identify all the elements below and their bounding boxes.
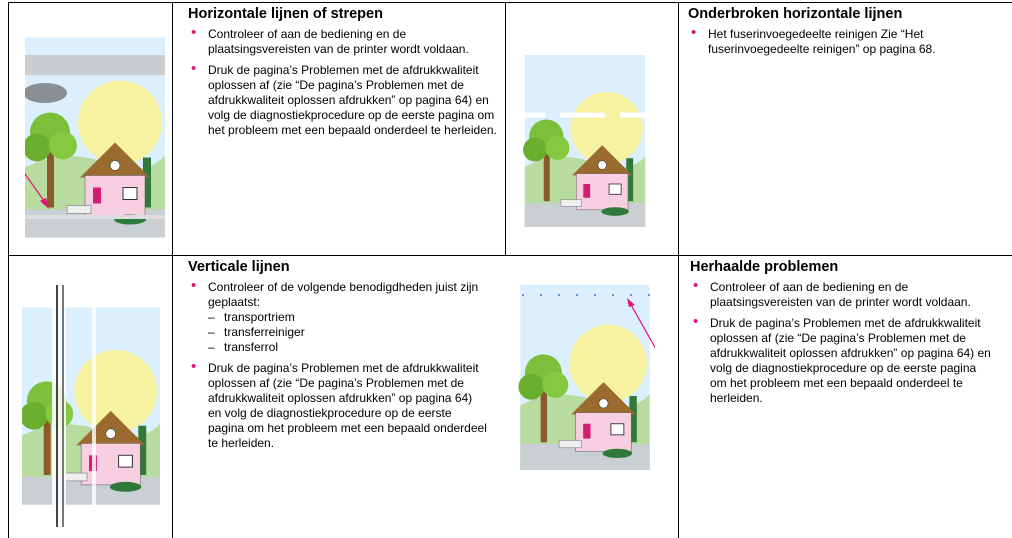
- table-border: [172, 2, 173, 538]
- bullet-item: Het fuserinvoegedeelte reinigen Zie “Het…: [688, 25, 988, 57]
- bullet-text: Druk de pagina’s Problemen met de afdruk…: [208, 63, 497, 137]
- example-image: [25, 36, 165, 239]
- bullet-item: Druk de pagina’s Problemen met de afdruk…: [690, 314, 995, 406]
- example-image: [517, 285, 655, 470]
- cell: Herhaalde problemen Controleer of aan de …: [690, 259, 995, 412]
- cell-title: Herhaalde problemen: [690, 259, 839, 275]
- sub-item: transferreiniger: [208, 325, 488, 340]
- bullet-list: Controleer of aan de bediening en de pla…: [690, 278, 995, 406]
- table-border: [8, 2, 9, 538]
- cell-title: Verticale lijnen: [188, 259, 290, 275]
- cell: Verticale lijnen Controleer of de volgend…: [188, 259, 488, 457]
- sub-item: transferrol: [208, 340, 488, 355]
- bullet-text: Het fuserinvoegedeelte reinigen Zie “Het…: [708, 27, 936, 56]
- bullet-list: Controleer of de volgende benodigdheden …: [188, 278, 488, 451]
- bullet-item: Controleer of aan de bediening en de pla…: [188, 25, 498, 57]
- bullet-list: Controleer of aan de bediening en de pla…: [188, 25, 498, 138]
- bullet-item: Druk de pagina’s Problemen met de afdruk…: [188, 359, 488, 451]
- bullet-item: Controleer of aan de bediening en de pla…: [690, 278, 995, 310]
- bullet-text: Druk de pagina’s Problemen met de afdruk…: [208, 361, 487, 450]
- cell: Onderbroken horizontale lijnen Het fuseri…: [688, 6, 988, 63]
- cell-title: Horizontale lijnen of strepen: [188, 6, 383, 22]
- table-border: [505, 2, 506, 255]
- cell: Horizontale lijnen of strepen Controleer …: [188, 6, 498, 144]
- bullet-text: Controleer of aan de bediening en de pla…: [710, 280, 971, 309]
- bullet-text: Controleer of aan de bediening en de pla…: [208, 27, 469, 56]
- cell-title: Onderbroken horizontale lijnen: [688, 6, 903, 22]
- sub-list: transportriemtransferreinigertransferrol: [208, 310, 488, 355]
- table-border: [678, 2, 679, 538]
- bullet-list: Het fuserinvoegedeelte reinigen Zie “Het…: [688, 25, 988, 57]
- bullet-item: Druk de pagina’s Problemen met de afdruk…: [188, 61, 498, 138]
- table-border: [8, 255, 1012, 256]
- example-image: [22, 285, 160, 527]
- sub-item: transportriem: [208, 310, 488, 325]
- table-border: [8, 2, 1012, 3]
- bullet-text: Druk de pagina’s Problemen met de afdruk…: [710, 316, 991, 405]
- example-image: [515, 55, 655, 227]
- bullet-item: Controleer of de volgende benodigdheden …: [188, 278, 488, 355]
- bullet-text: Controleer of de volgende benodigdheden …: [208, 280, 479, 309]
